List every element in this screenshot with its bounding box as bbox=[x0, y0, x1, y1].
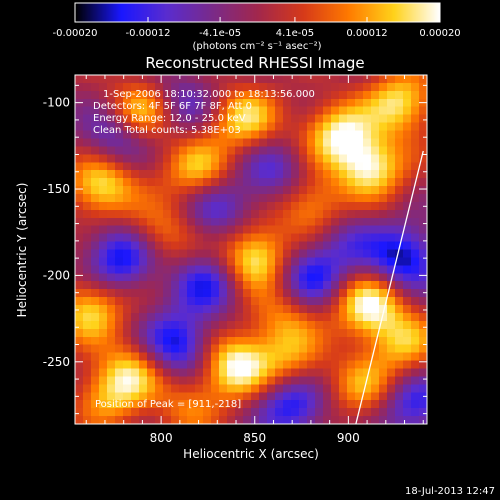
timestamp: 18-Jul-2013 12:47 bbox=[405, 486, 495, 497]
x-tick-label: 900 bbox=[337, 431, 360, 445]
colorbar-tick-label: 0.00012 bbox=[346, 28, 387, 39]
solar-limb-line bbox=[355, 150, 424, 425]
y-axis-label: Heliocentric Y (arcsec) bbox=[15, 183, 29, 318]
colorbar-unit-label: (photons cm⁻² s⁻¹ asec⁻²) bbox=[192, 41, 321, 52]
colorbar-tick-label: -0.00012 bbox=[126, 28, 171, 39]
x-tick-label: 850 bbox=[243, 431, 266, 445]
colorbar-gradient bbox=[75, 3, 440, 22]
annotation-block: 1-Sep-2006 18:10:32.000 to 18:13:56.000D… bbox=[93, 89, 315, 136]
colorbar-tick-label: 0.00020 bbox=[419, 28, 460, 39]
colorbar-tick-label: -4.1e-05 bbox=[199, 28, 241, 39]
annotation-line: Detectors: 4F 5F 6F 7F 8F, Att 0 bbox=[93, 101, 252, 112]
annotation-line: Energy Range: 12.0 - 25.0 keV bbox=[93, 113, 246, 124]
chart-title: Reconstructed RHESSI Image bbox=[145, 54, 364, 72]
colorbar-tick-label: -0.00020 bbox=[53, 28, 98, 39]
peak-position-label: Position of Peak = [911,-218] bbox=[95, 399, 241, 410]
colorbar: -0.00020 -0.00012 -4.1e-05 4.1e-05 0.00012 0.… bbox=[53, 2, 461, 52]
colorbar-tick-label: 4.1e-05 bbox=[276, 28, 314, 39]
y-tick-label: -250 bbox=[43, 355, 70, 369]
heatmap-image bbox=[75, 75, 427, 424]
x-tick-label: 800 bbox=[150, 431, 173, 445]
y-tick-label: -200 bbox=[43, 268, 70, 282]
y-tick-label: -150 bbox=[43, 182, 70, 196]
annotation-line: Clean Total counts: 5.38E+03 bbox=[93, 125, 241, 136]
x-axis-label: Heliocentric X (arcsec) bbox=[183, 447, 319, 461]
plot-area: 800 850 900 -250 -200 -150 -100 bbox=[43, 74, 428, 445]
annotation-line: 1-Sep-2006 18:10:32.000 to 18:13:56.000 bbox=[103, 89, 315, 100]
y-tick-label: -100 bbox=[43, 96, 70, 110]
